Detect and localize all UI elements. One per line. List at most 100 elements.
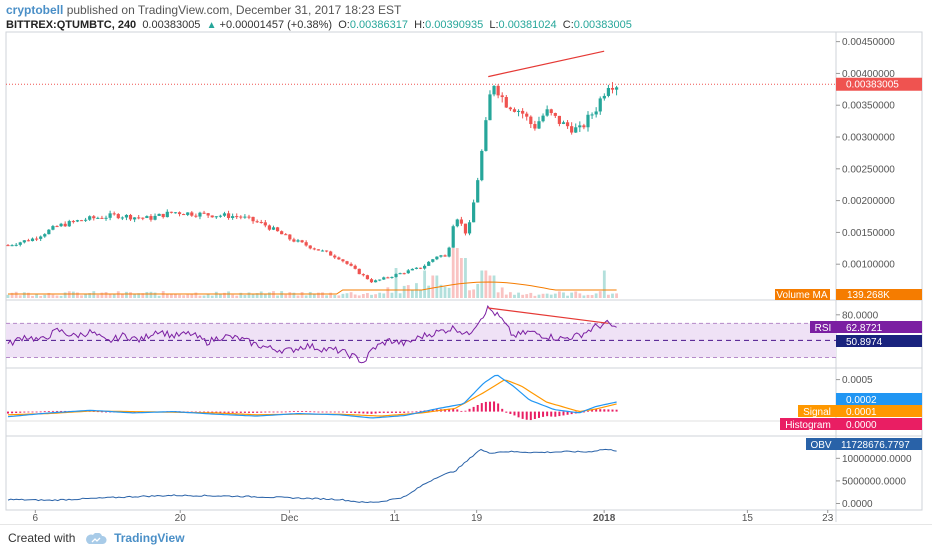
histogram-bar [468, 408, 471, 412]
price-tick-label: 0.00250000 [842, 164, 895, 175]
candle-body [14, 244, 18, 246]
volume-bar [280, 291, 284, 298]
rsi-ma-value: 50.8974 [846, 337, 883, 348]
candle-body [394, 274, 398, 277]
histogram-bar [317, 411, 320, 413]
candle-body [202, 212, 206, 214]
obv-tick-label: 0.0000 [842, 499, 873, 510]
volume-bar [308, 291, 312, 298]
candle-body [22, 240, 26, 243]
candle-body [104, 217, 108, 219]
volume-bar [10, 292, 14, 298]
candle-body [153, 215, 157, 220]
candle-body [463, 223, 468, 234]
candle-body [316, 249, 321, 251]
candle-body [545, 109, 549, 116]
volume-bar [553, 293, 557, 298]
histogram-bar [411, 411, 414, 413]
candle-body [541, 115, 545, 122]
volume-bar [562, 292, 565, 298]
volume-bar [202, 295, 206, 298]
candle-body [206, 213, 210, 216]
histogram-bar [505, 411, 508, 413]
candle-body [169, 211, 173, 213]
histogram-bar [366, 411, 369, 414]
histogram-bar [39, 411, 42, 413]
volume-bar [227, 291, 230, 298]
candle-body [578, 125, 582, 128]
candle-body [369, 279, 374, 283]
candle-body [161, 213, 165, 218]
volume-bar [178, 294, 181, 298]
candle-body [6, 245, 10, 247]
volume-bars [6, 248, 618, 298]
volume-bar [125, 291, 128, 298]
time-tick-label: 19 [471, 513, 483, 524]
candle-body [447, 247, 451, 257]
candle-body [239, 216, 243, 218]
candle-body [418, 267, 423, 269]
candle-body [488, 94, 492, 121]
histogram-bar [497, 403, 500, 412]
volume-bar [22, 292, 26, 298]
price-pane-frame [5, 31, 923, 301]
volume-bar [615, 293, 618, 298]
close-value: 0.00383005 [573, 19, 632, 31]
author-link[interactable]: cryptobell [6, 3, 64, 17]
obv-path [7, 448, 617, 504]
volume-bar [165, 293, 169, 298]
candle-body [182, 214, 186, 216]
volume-bar [304, 295, 308, 298]
volume-bar [329, 292, 333, 298]
candle-body [255, 221, 259, 223]
histogram-bar [243, 411, 246, 413]
candle-body [570, 126, 574, 133]
histogram-bar [276, 411, 279, 413]
volume-bar [218, 293, 222, 298]
histogram-bar [591, 409, 594, 412]
volume-bar [67, 291, 71, 298]
rsi-tag: RSI 62.8721 50.8974 [810, 321, 922, 348]
volume-bar [361, 294, 365, 298]
volume-bar [541, 293, 545, 298]
volume-bar [263, 294, 267, 298]
symbol-label[interactable]: BITTREX:QTUMBTC, 240 [6, 19, 137, 31]
close-label: C: [562, 19, 574, 31]
volume-bar [357, 295, 361, 298]
histogram-label: Histogram [785, 420, 831, 431]
volume-bar [578, 293, 582, 298]
histogram-bar [47, 410, 50, 412]
time-tick-label: 6 [33, 513, 39, 524]
candle-body [10, 245, 14, 247]
histogram-bar [546, 411, 549, 417]
volume-bar [39, 295, 43, 298]
publish-info: published on TradingView.com, December 3… [63, 3, 402, 17]
volume-bar [415, 283, 418, 298]
candle-body [124, 214, 129, 218]
macd-path [7, 374, 617, 419]
volume-bar [517, 292, 520, 298]
volume-bar [137, 293, 141, 298]
tradingview-brand-link[interactable]: TradingView [114, 531, 185, 545]
volume-bar [521, 294, 525, 298]
signal-value: 0.0001 [846, 407, 877, 418]
volume-bar [71, 291, 75, 298]
volume-bar [76, 292, 79, 298]
candle-body [472, 202, 476, 223]
candle-body [304, 242, 308, 246]
volume-bar [394, 268, 398, 298]
histogram-bar [284, 411, 287, 413]
volume-bar [141, 293, 145, 298]
price-tick-label: 0.00150000 [842, 228, 895, 239]
candle-body [357, 268, 361, 275]
histogram-bar [256, 411, 259, 413]
candle-body [508, 107, 512, 110]
candle-body [75, 220, 80, 222]
candle-body [443, 255, 447, 257]
candle-body [308, 245, 312, 249]
candle-body [18, 242, 22, 245]
histogram-bar [558, 411, 561, 417]
candle-body [451, 226, 455, 248]
volume-bar [194, 292, 198, 298]
